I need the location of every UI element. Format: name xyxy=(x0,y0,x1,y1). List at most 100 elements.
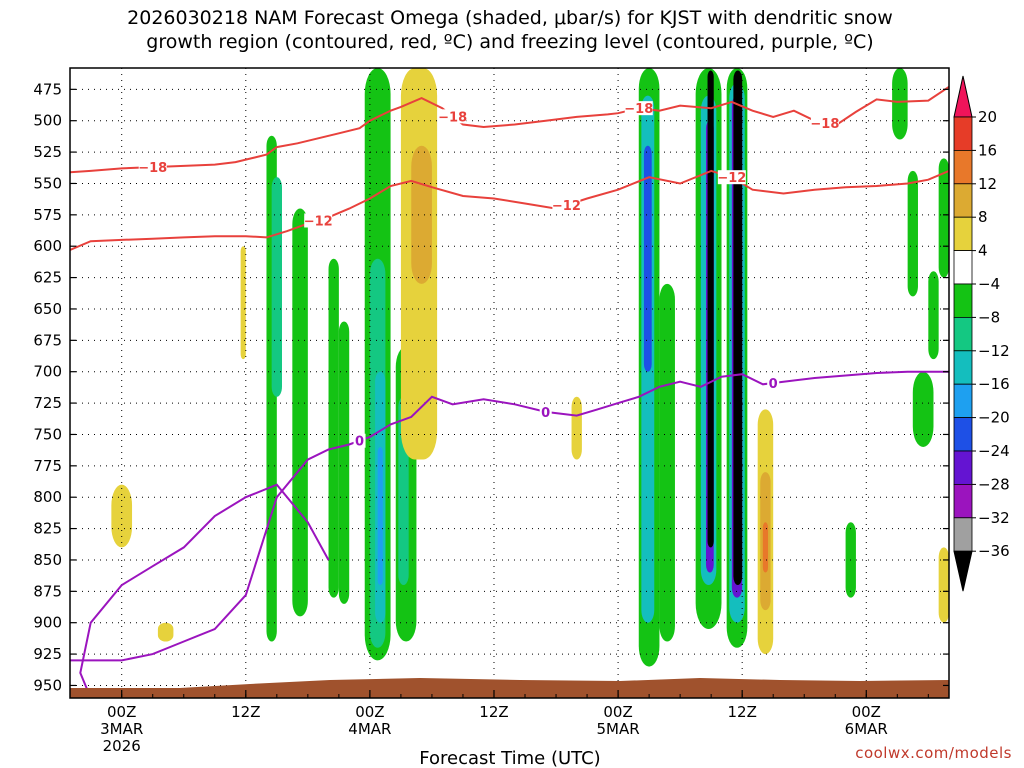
omega-cell-38 xyxy=(240,246,246,360)
x-tick-label-120-0: 12Z xyxy=(727,703,756,721)
chart-title-line-1: 2026030218 NAM Forecast Omega (shaded, μ… xyxy=(127,7,893,29)
colorbar-label-11: −28 xyxy=(978,475,1010,493)
colorbar-label-13: −36 xyxy=(978,542,1010,560)
y-tick-label-625: 625 xyxy=(33,269,62,287)
omega-cell-32 xyxy=(892,68,908,140)
colorbar-swatch-8 xyxy=(953,350,973,385)
omega-cell-14 xyxy=(157,622,174,642)
y-tick-label-500: 500 xyxy=(33,112,62,130)
colorbar-swatch-5 xyxy=(953,250,973,285)
y-tick-label-650: 650 xyxy=(33,300,62,318)
contour-label-2-0: 0 xyxy=(355,435,364,450)
y-tick-label-575: 575 xyxy=(33,206,62,224)
contour-label-0-0: −18 xyxy=(138,161,167,176)
colorbar-label-5: −4 xyxy=(978,275,1000,293)
y-tick-label-950: 950 xyxy=(33,676,62,694)
contour--18 xyxy=(70,85,949,174)
x-tick-label-0-0: 00Z xyxy=(107,703,136,721)
x-tick-label-96-0: 00Z xyxy=(603,703,632,721)
contour-layer: −18 −18 −18 −18 −12 −12 −12 0 0 0 xyxy=(70,85,949,698)
colorbar-swatch-11 xyxy=(953,450,973,485)
omega-cell-22 xyxy=(707,70,714,548)
colorbar-label-4: 4 xyxy=(978,242,988,260)
x-tick-label-48-0: 00Z xyxy=(355,703,384,721)
contour-label-1-1: −12 xyxy=(552,199,581,214)
omega-cell-1 xyxy=(271,177,282,397)
y-tick-label-800: 800 xyxy=(33,488,62,506)
colorbar-swatch-13 xyxy=(953,517,973,552)
colorbar-label-2: 12 xyxy=(978,175,997,193)
colorbar-swatch-4 xyxy=(953,216,973,251)
colorbar-swatch-7 xyxy=(953,316,973,352)
site-credit: coolwx.com/models xyxy=(855,744,1012,762)
omega-cell-18 xyxy=(659,283,675,642)
contour-label-bg-0-2 xyxy=(624,101,653,116)
colorbar-label-10: −24 xyxy=(978,442,1010,460)
colorbar: 20 16 12 8 4 −4 −8 −12 −16 −20 −24 −28 −32 −36 xyxy=(953,75,1010,592)
y-axis: 475 500 525 550 575 600 625 650 675 700 725 750 775 8… xyxy=(33,80,949,694)
omega-cell-26 xyxy=(733,70,743,586)
y-tick-label-875: 875 xyxy=(33,582,62,600)
colorbar-swatch-1 xyxy=(953,116,973,151)
contour-label-bg-2-0 xyxy=(353,433,366,448)
contour-label-bg-0-1 xyxy=(438,109,467,124)
x-tick-label-144-1: 6MAR xyxy=(845,720,888,738)
contour-label-0-3: −18 xyxy=(810,117,839,132)
colorbar-label-1: 16 xyxy=(978,141,997,159)
colorbar-label-6: −8 xyxy=(978,308,1000,326)
x-tick-label-0-2: 2026 xyxy=(103,737,141,755)
y-tick-label-775: 775 xyxy=(33,457,62,475)
contour-label-bg-1-2 xyxy=(717,170,746,185)
contour-label-2-1: 0 xyxy=(541,406,550,421)
contour-0-lower xyxy=(79,483,330,698)
contour-label-1-2: −12 xyxy=(717,171,746,186)
y-tick-label-600: 600 xyxy=(33,237,62,255)
colorbar-swatch-10 xyxy=(953,417,973,452)
x-tick-label-0-1: 3MAR xyxy=(100,720,143,738)
omega-cell-12 xyxy=(411,145,432,284)
colorbar-label-9: −20 xyxy=(978,409,1010,427)
x-tick-label-72-0: 12Z xyxy=(479,703,508,721)
contour-label-bg-1-0 xyxy=(304,213,333,228)
y-tick-label-825: 825 xyxy=(33,520,62,538)
plot-background xyxy=(70,68,949,698)
omega-cell-35 xyxy=(912,371,934,448)
y-tick-label-700: 700 xyxy=(33,363,62,381)
contour-label-bg-0-3 xyxy=(810,116,839,131)
omega-cell-36 xyxy=(938,158,949,278)
omega-cell-33 xyxy=(907,170,918,297)
y-tick-label-925: 925 xyxy=(33,645,62,663)
contour-label-2-2: 0 xyxy=(769,377,778,392)
y-tick-label-550: 550 xyxy=(33,174,62,192)
x-tick-label-48-1: 4MAR xyxy=(348,720,391,738)
x-axis-label: Forecast Time (UTC) xyxy=(419,748,600,768)
colorbar-label-0: 20 xyxy=(978,108,997,126)
contour-label-bg-2-2 xyxy=(767,376,780,390)
colorbar-swatch-12 xyxy=(953,483,973,519)
colorbar-label-3: 8 xyxy=(978,208,988,226)
contour-label-1-0: −12 xyxy=(304,214,333,229)
omega-cell-2 xyxy=(292,208,308,617)
colorbar-label-8: −16 xyxy=(978,375,1010,393)
y-tick-label-525: 525 xyxy=(33,143,62,161)
x-tick-label-144-0: 00Z xyxy=(852,703,881,721)
colorbar-bottom-arrow xyxy=(953,550,973,592)
contour-label-bg-2-1 xyxy=(539,404,552,419)
y-tick-label-725: 725 xyxy=(33,394,62,412)
contour--12 xyxy=(70,169,949,251)
omega-cell-4 xyxy=(338,321,350,604)
y-tick-label-475: 475 xyxy=(33,80,62,98)
contour-label-bg-1-1 xyxy=(552,198,581,213)
colorbar-swatch-3 xyxy=(953,183,973,218)
plot-frame xyxy=(69,67,950,699)
omega-cell-8 xyxy=(377,447,383,586)
y-tick-label-900: 900 xyxy=(33,614,62,632)
chart-title-line-2: growth region (contoured, red, ºC) and f… xyxy=(146,31,873,53)
x-tick-label-96-1: 5MAR xyxy=(596,720,639,738)
colorbar-swatch-2 xyxy=(953,149,973,185)
omega-cell-34 xyxy=(928,271,939,360)
omega-cell-3 xyxy=(328,258,339,598)
y-tick-label-675: 675 xyxy=(33,331,62,349)
